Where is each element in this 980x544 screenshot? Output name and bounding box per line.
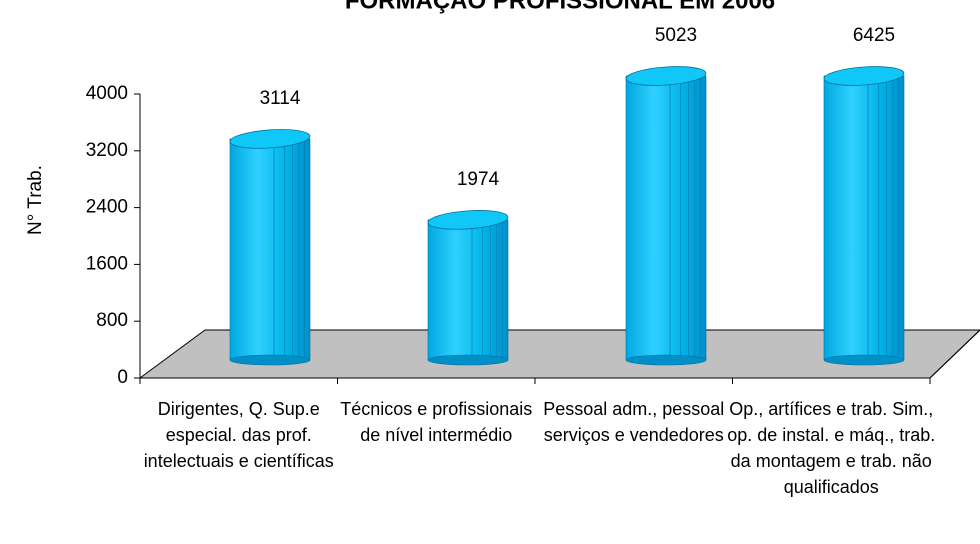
value-label: 6425: [853, 25, 895, 46]
bar-base: [625, 354, 707, 366]
bar-top: [427, 210, 509, 230]
bar-top: [229, 129, 311, 149]
bar-base: [427, 354, 509, 366]
bar-body: [625, 75, 707, 361]
floor-edge: [929, 329, 980, 379]
y-tick-label: 3200: [86, 140, 128, 161]
y-tick-label: 0: [117, 367, 128, 388]
x-tick-label: Técnicos e profissionais de nível interm…: [340, 399, 533, 445]
y-tick-label: 4000: [86, 83, 128, 104]
bars: [229, 66, 905, 366]
bar: [625, 66, 707, 366]
y-tick-label: 1600: [86, 253, 128, 274]
bar-body: [229, 138, 311, 361]
value-label: 3114: [260, 88, 301, 109]
x-tick-label: Pessoal adm., pessoal serviços e vendedo…: [543, 399, 725, 445]
y-tick-label: 2400: [86, 197, 128, 218]
y-axis-label: N° Trab.: [25, 165, 46, 235]
y-tick-label: 800: [96, 310, 128, 331]
x-tick-label: Dirigentes, Q. Sup.e especial. das prof.…: [143, 399, 334, 471]
chart-title: FORMAÇÃO PROFISSIONAL EM 2006: [345, 0, 775, 14]
bar-body: [427, 219, 509, 361]
value-label: 5023: [655, 25, 697, 46]
bar: [229, 129, 311, 366]
x-tick-label: Op., artífices e trab. Sim., op. de inst…: [727, 399, 936, 497]
bar-body: [823, 75, 905, 361]
bar-base: [823, 354, 905, 366]
bar-base: [229, 354, 311, 366]
bar: [823, 66, 905, 366]
bar-top: [823, 66, 905, 86]
bar-top: [625, 66, 707, 86]
bar: [427, 210, 509, 366]
value-label: 1974: [457, 169, 500, 190]
